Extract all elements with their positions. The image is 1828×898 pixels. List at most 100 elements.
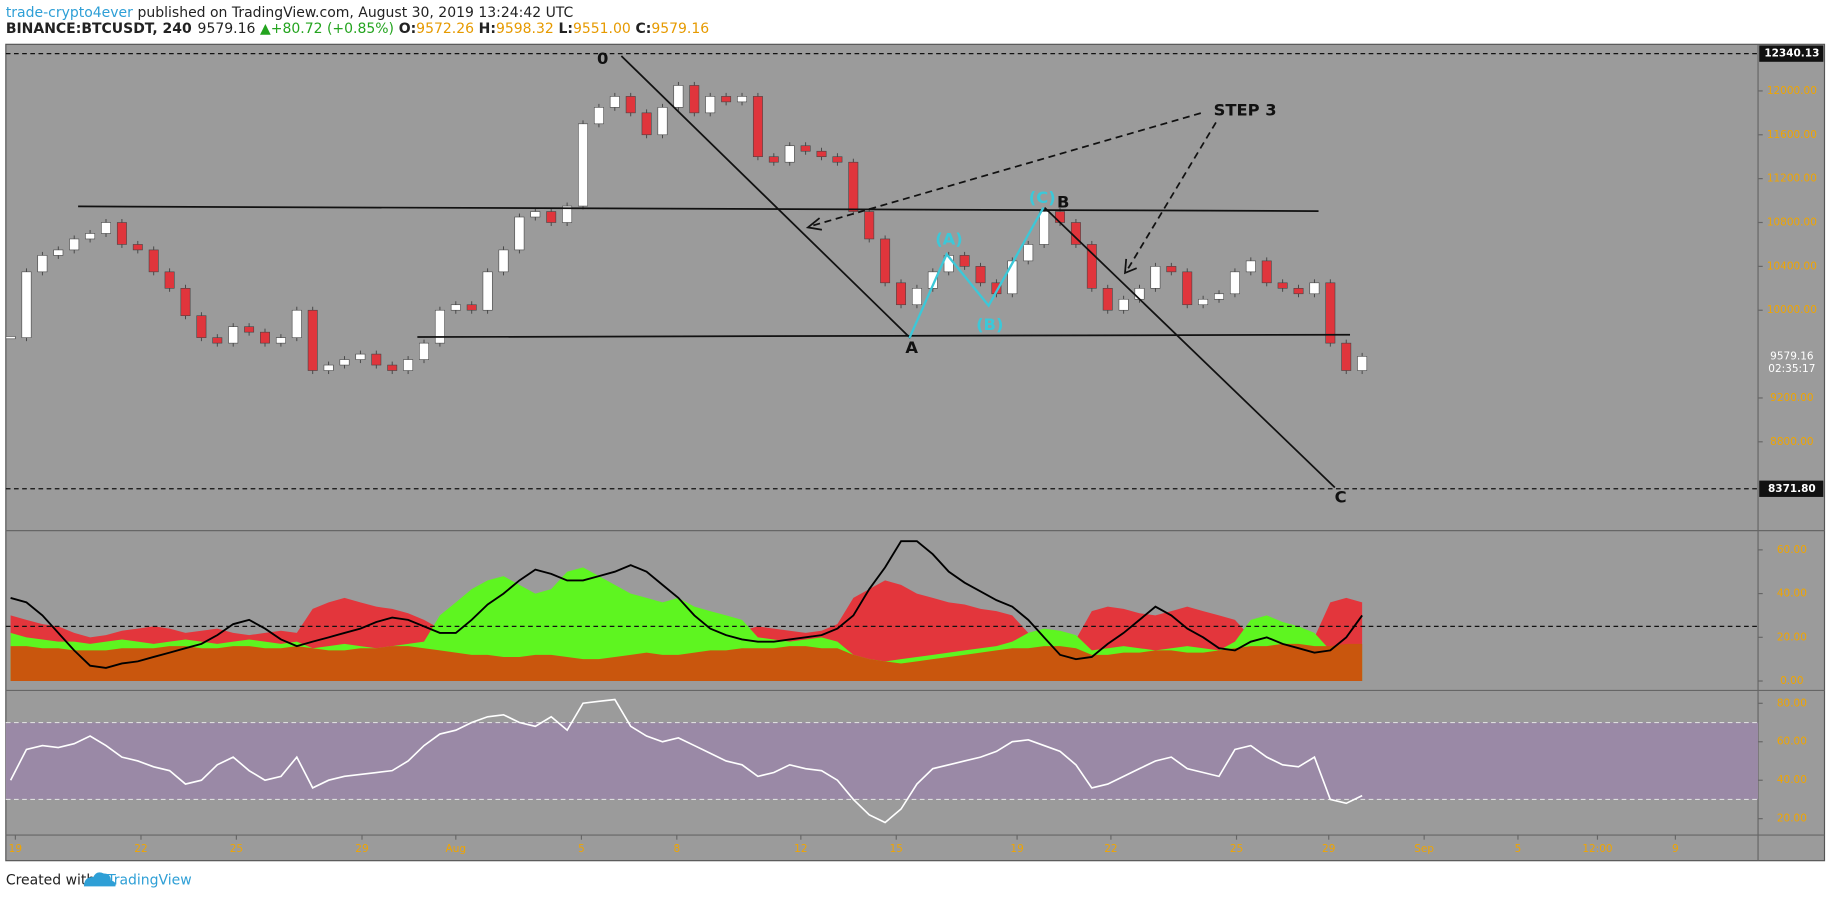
candle: [609, 96, 620, 108]
y-tick-label: 8800.00: [1770, 436, 1813, 448]
x-tick-label: Sep: [1414, 843, 1434, 855]
wave-line: [908, 207, 1045, 339]
candle: [371, 353, 382, 366]
candle: [1309, 282, 1320, 295]
candle: [164, 271, 175, 289]
support-line: [417, 333, 1351, 338]
candle: [482, 271, 493, 311]
candle: [212, 337, 223, 344]
candle: [816, 150, 827, 158]
candle: [69, 238, 80, 251]
brand-logo[interactable]: [83, 872, 116, 887]
y-tick-label: 10000.00: [1767, 304, 1817, 316]
trend-line: [620, 55, 912, 339]
candle: [21, 271, 32, 338]
arrow-head: [1124, 258, 1137, 275]
y-tick-label: 60.00: [1777, 544, 1807, 556]
x-tick-label: 22: [134, 843, 147, 855]
candle: [466, 304, 477, 311]
level-label-box: [1759, 45, 1824, 62]
candle: [1198, 298, 1209, 306]
y-tick-label: 12000.00: [1767, 85, 1817, 97]
candle: [355, 353, 366, 360]
subwave-label: (C): [1029, 188, 1056, 207]
candle: [673, 85, 684, 108]
candle: [1150, 266, 1161, 289]
level-label: 8371.80: [1768, 483, 1816, 495]
author[interactable]: trade-crypto4ever: [6, 5, 133, 21]
candle: [387, 364, 398, 371]
ohlc-label: C:: [635, 21, 651, 37]
candle: [1277, 282, 1288, 289]
rsi-line: [9, 698, 1363, 824]
candle: [1007, 260, 1018, 295]
candle: [768, 156, 779, 163]
y-tick-label: 10800.00: [1767, 217, 1817, 229]
candle: [196, 315, 207, 338]
header-line: trade-crypto4ever published on TradingVie…: [6, 5, 573, 21]
last-price-box: [1759, 347, 1824, 378]
x-tick-label: 12: [794, 843, 807, 855]
candle: [419, 342, 429, 360]
candle: [275, 337, 286, 344]
ohlc-value: 9598.32: [496, 21, 554, 37]
candle: [307, 309, 318, 371]
candle: [132, 244, 143, 251]
y-tick-label: 0.00: [1780, 675, 1803, 687]
chart-layer: 12000.00 11600.00 11200.00 10800.00 10400.00…: [5, 44, 1825, 861]
arrow-line: [809, 112, 1202, 228]
y-tick-label: 60.00: [1777, 736, 1807, 748]
candle: [1357, 356, 1368, 371]
rsi-band: [5, 722, 1759, 800]
candle: [800, 145, 811, 152]
ohlc-label: H:: [479, 21, 496, 37]
ohlc-label: O:: [399, 21, 416, 37]
candle: [101, 222, 111, 234]
candle: [896, 282, 906, 306]
y-tick-label: 20.00: [1777, 631, 1807, 643]
x-tick-label: 25: [230, 843, 243, 855]
brand-name[interactable]: TradingView: [106, 873, 191, 889]
candle: [530, 211, 541, 218]
x-tick-label: 5: [1515, 843, 1522, 855]
published: published on TradingView.com, August 30,…: [138, 5, 574, 21]
arrow-line: [1125, 122, 1217, 273]
candle: [1182, 271, 1193, 306]
ohlc-value: 9551.00: [573, 21, 631, 37]
x-tick-label: 22: [1104, 843, 1117, 855]
candle: [578, 123, 588, 207]
candle: [546, 211, 557, 223]
candle: [1245, 260, 1256, 273]
candle: [625, 96, 636, 114]
candle: [1341, 342, 1352, 371]
wave-label: B: [1057, 192, 1069, 211]
candle: [53, 249, 64, 256]
candle: [148, 249, 159, 273]
candle: [403, 359, 414, 371]
candle: [911, 288, 922, 306]
candle: [323, 364, 334, 371]
candle: [1039, 211, 1050, 245]
wave-label: 0: [597, 49, 608, 68]
candle: [291, 309, 302, 338]
candle: [1214, 293, 1224, 300]
candle: [880, 238, 891, 284]
y-tick-label: 80.00: [1777, 697, 1807, 709]
resistance-line: [78, 205, 1319, 212]
indicator-area: [10, 643, 1363, 682]
y-tick-label: 11600.00: [1767, 129, 1817, 141]
candle: [737, 96, 747, 103]
candle: [593, 107, 604, 125]
candle: [180, 288, 191, 317]
candle: [1261, 260, 1272, 284]
indicator-line: [10, 540, 1363, 669]
candle: [1118, 298, 1129, 311]
candle: [705, 96, 716, 114]
step-label: STEP 3: [1214, 100, 1277, 119]
ohlc-value: 9579.16: [651, 21, 709, 37]
candle: [784, 145, 795, 163]
candle: [37, 255, 48, 273]
candle: [657, 107, 668, 136]
